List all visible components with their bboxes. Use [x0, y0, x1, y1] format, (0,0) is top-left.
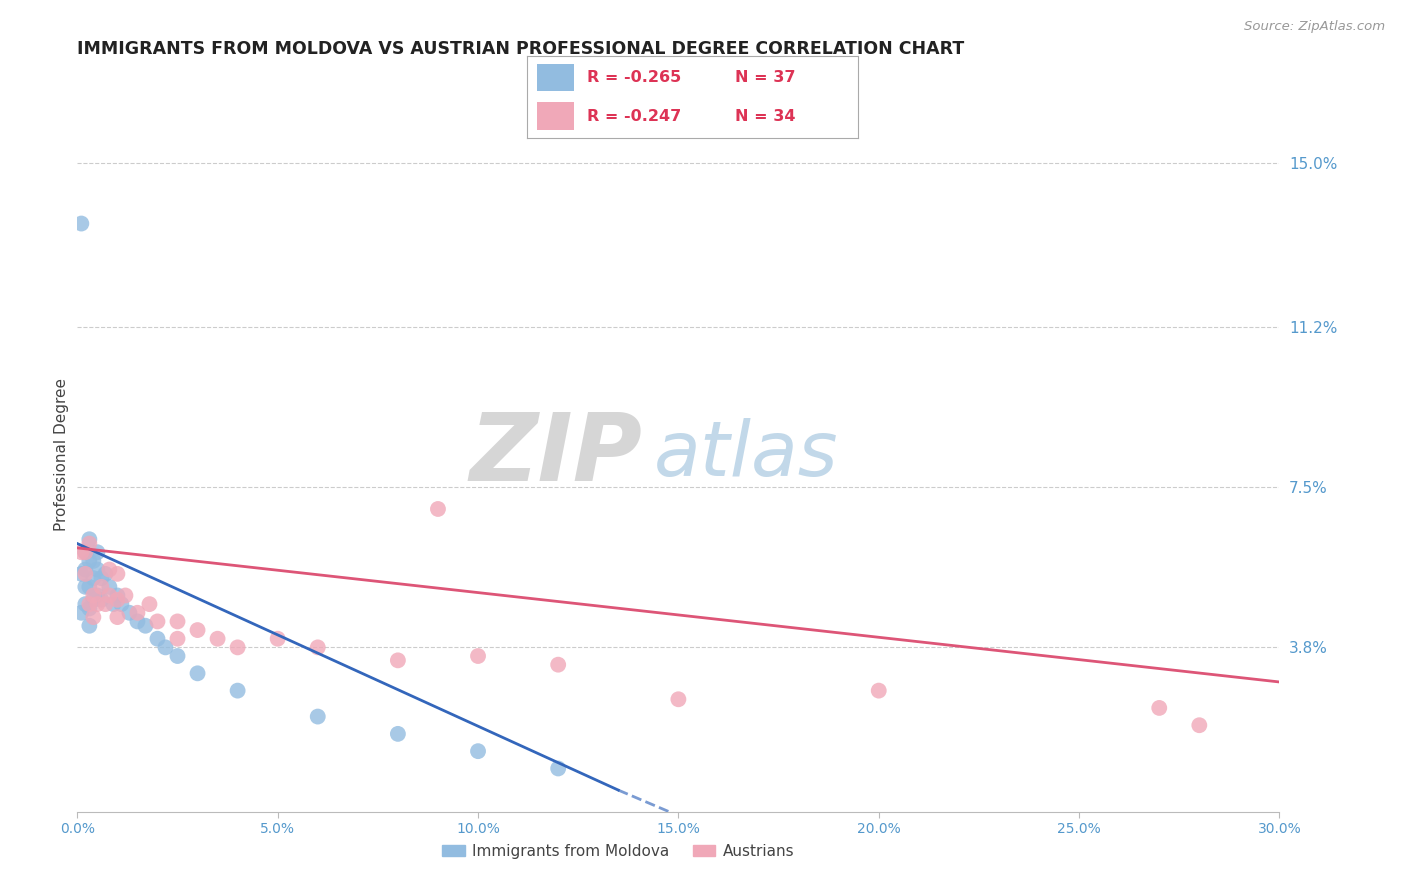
- Point: [127, 606, 149, 620]
- Point: [127, 615, 149, 629]
- Text: atlas: atlas: [654, 418, 839, 491]
- Point: [94, 597, 117, 611]
- Point: [82, 554, 104, 568]
- Point: [86, 562, 108, 576]
- Point: [138, 597, 160, 611]
- Text: ZIP: ZIP: [470, 409, 643, 501]
- Text: IMMIGRANTS FROM MOLDOVA VS AUSTRIAN PROFESSIONAL DEGREE CORRELATION CHART: IMMIGRANTS FROM MOLDOVA VS AUSTRIAN PROF…: [77, 40, 965, 58]
- Point: [86, 597, 108, 611]
- Point: [134, 619, 156, 633]
- Point: [427, 502, 450, 516]
- Point: [467, 648, 489, 663]
- Point: [75, 545, 97, 559]
- Point: [118, 606, 141, 620]
- Point: [103, 597, 125, 611]
- Text: R = -0.247: R = -0.247: [586, 109, 681, 124]
- Text: Source: ZipAtlas.com: Source: ZipAtlas.com: [1244, 20, 1385, 33]
- Point: [186, 666, 209, 681]
- Legend: Immigrants from Moldova, Austrians: Immigrants from Moldova, Austrians: [436, 838, 801, 864]
- Bar: [537, 63, 574, 92]
- Point: [79, 554, 101, 568]
- Point: [868, 683, 890, 698]
- Point: [70, 545, 93, 559]
- Point: [155, 640, 177, 655]
- Point: [82, 571, 104, 585]
- Point: [98, 562, 121, 576]
- Point: [70, 566, 93, 581]
- Point: [107, 589, 129, 603]
- Point: [82, 589, 104, 603]
- Point: [98, 580, 121, 594]
- Point: [98, 589, 121, 603]
- Point: [79, 601, 101, 615]
- Point: [82, 610, 104, 624]
- Point: [166, 648, 188, 663]
- Point: [226, 640, 249, 655]
- Point: [86, 589, 108, 603]
- Point: [307, 709, 329, 723]
- Point: [226, 683, 249, 698]
- Point: [166, 615, 188, 629]
- Point: [110, 597, 132, 611]
- Point: [79, 619, 101, 633]
- Point: [90, 580, 112, 594]
- Point: [75, 580, 97, 594]
- Point: [1149, 701, 1171, 715]
- Point: [75, 566, 97, 581]
- Point: [166, 632, 188, 646]
- Point: [467, 744, 489, 758]
- Point: [547, 657, 569, 672]
- Point: [94, 566, 117, 581]
- Point: [107, 610, 129, 624]
- Point: [107, 592, 129, 607]
- Point: [547, 762, 569, 776]
- Point: [79, 597, 101, 611]
- Point: [146, 632, 169, 646]
- Text: N = 37: N = 37: [735, 70, 796, 85]
- Point: [307, 640, 329, 655]
- Point: [75, 562, 97, 576]
- Point: [146, 615, 169, 629]
- Point: [79, 580, 101, 594]
- Point: [70, 217, 93, 231]
- Point: [86, 545, 108, 559]
- Point: [207, 632, 229, 646]
- Point: [75, 597, 97, 611]
- Point: [668, 692, 690, 706]
- Point: [186, 623, 209, 637]
- Text: N = 34: N = 34: [735, 109, 796, 124]
- Point: [90, 571, 112, 585]
- Point: [114, 589, 136, 603]
- Y-axis label: Professional Degree: Professional Degree: [53, 378, 69, 532]
- Text: R = -0.265: R = -0.265: [586, 70, 681, 85]
- Point: [79, 533, 101, 547]
- Point: [387, 727, 409, 741]
- Point: [107, 566, 129, 581]
- Point: [1188, 718, 1211, 732]
- Point: [90, 592, 112, 607]
- Point: [79, 536, 101, 550]
- Point: [82, 592, 104, 607]
- Point: [267, 632, 290, 646]
- Bar: [537, 103, 574, 130]
- Point: [70, 606, 93, 620]
- Point: [75, 545, 97, 559]
- Point: [387, 653, 409, 667]
